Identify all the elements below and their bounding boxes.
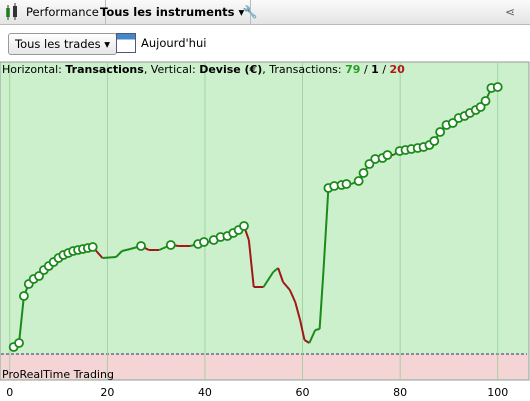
x-tick-label: 20	[100, 386, 114, 399]
high-marker	[87, 242, 98, 252]
equity-segment	[247, 239, 255, 288]
v-label: , Vertical:	[144, 63, 196, 76]
equity-segment	[277, 267, 284, 283]
equity-segment	[102, 256, 117, 259]
x-tick-label: 40	[198, 386, 212, 399]
toolbar: Performance Tous les instruments ▾ 🔧 ⋖	[0, 0, 530, 25]
share-button[interactable]: ⋖	[504, 5, 516, 19]
losers: 20	[390, 63, 406, 76]
footer: ProRealTime Trading	[2, 368, 114, 381]
logo	[3, 0, 19, 24]
equity-segment	[294, 301, 302, 321]
negative-area	[1, 354, 528, 379]
equity-segment	[318, 269, 325, 330]
equity-segment	[315, 328, 320, 331]
high-marker	[429, 136, 440, 146]
instruments-menu[interactable]: Tous les instruments ▾	[94, 0, 252, 24]
high-marker	[136, 241, 146, 251]
winners: 79	[345, 63, 360, 76]
high-marker	[239, 221, 249, 231]
equity-segment	[115, 250, 123, 258]
x-tick-label: 100	[487, 386, 508, 399]
equity-segment	[308, 329, 317, 344]
y-label: Devise (€)	[199, 63, 262, 76]
trades-dropdown[interactable]: Tous les trades ▾	[8, 33, 118, 55]
high-marker	[480, 96, 491, 106]
x-label: Transactions	[65, 63, 144, 76]
equity-segment	[299, 319, 306, 341]
neutral: 1	[371, 63, 379, 76]
trades-label: Tous les trades	[15, 37, 101, 51]
settings-button[interactable]: 🔧	[242, 5, 258, 19]
filter-bar: Tous les trades ▾ Aujourd'hui	[0, 25, 530, 61]
high-marker	[353, 176, 364, 186]
equity-segment	[282, 281, 291, 291]
instruments-label: Tous les instruments	[100, 5, 235, 19]
sep: /	[382, 63, 386, 76]
high-marker	[492, 82, 503, 92]
high-marker	[435, 127, 446, 137]
high-marker	[341, 179, 352, 189]
equity-segment	[322, 187, 330, 271]
x-tick-label: 60	[296, 386, 310, 399]
high-marker	[382, 150, 393, 160]
high-marker	[475, 102, 486, 112]
plot-area	[0, 61, 530, 381]
x-tick-label: 80	[393, 386, 407, 399]
equity-segment	[288, 289, 297, 303]
chart-header: Horizontal: Transactions, Vertical: Devi…	[2, 63, 405, 76]
equity-segment	[262, 271, 275, 288]
high-marker	[34, 271, 44, 281]
sep: /	[364, 63, 368, 76]
performance-tab[interactable]: Performance	[20, 0, 106, 24]
x-tick-label: 0	[6, 386, 13, 399]
date-label[interactable]: Aujourd'hui	[141, 36, 207, 50]
h-label: Horizontal:	[2, 63, 62, 76]
high-marker	[358, 168, 369, 178]
count-label: , Transactions:	[262, 63, 341, 76]
high-marker	[19, 291, 29, 301]
high-marker	[199, 237, 209, 247]
equity-segment	[18, 295, 25, 344]
calendar-icon[interactable]	[116, 33, 136, 53]
high-marker	[165, 240, 176, 250]
equity-segment	[121, 248, 131, 252]
high-marker	[14, 338, 24, 348]
